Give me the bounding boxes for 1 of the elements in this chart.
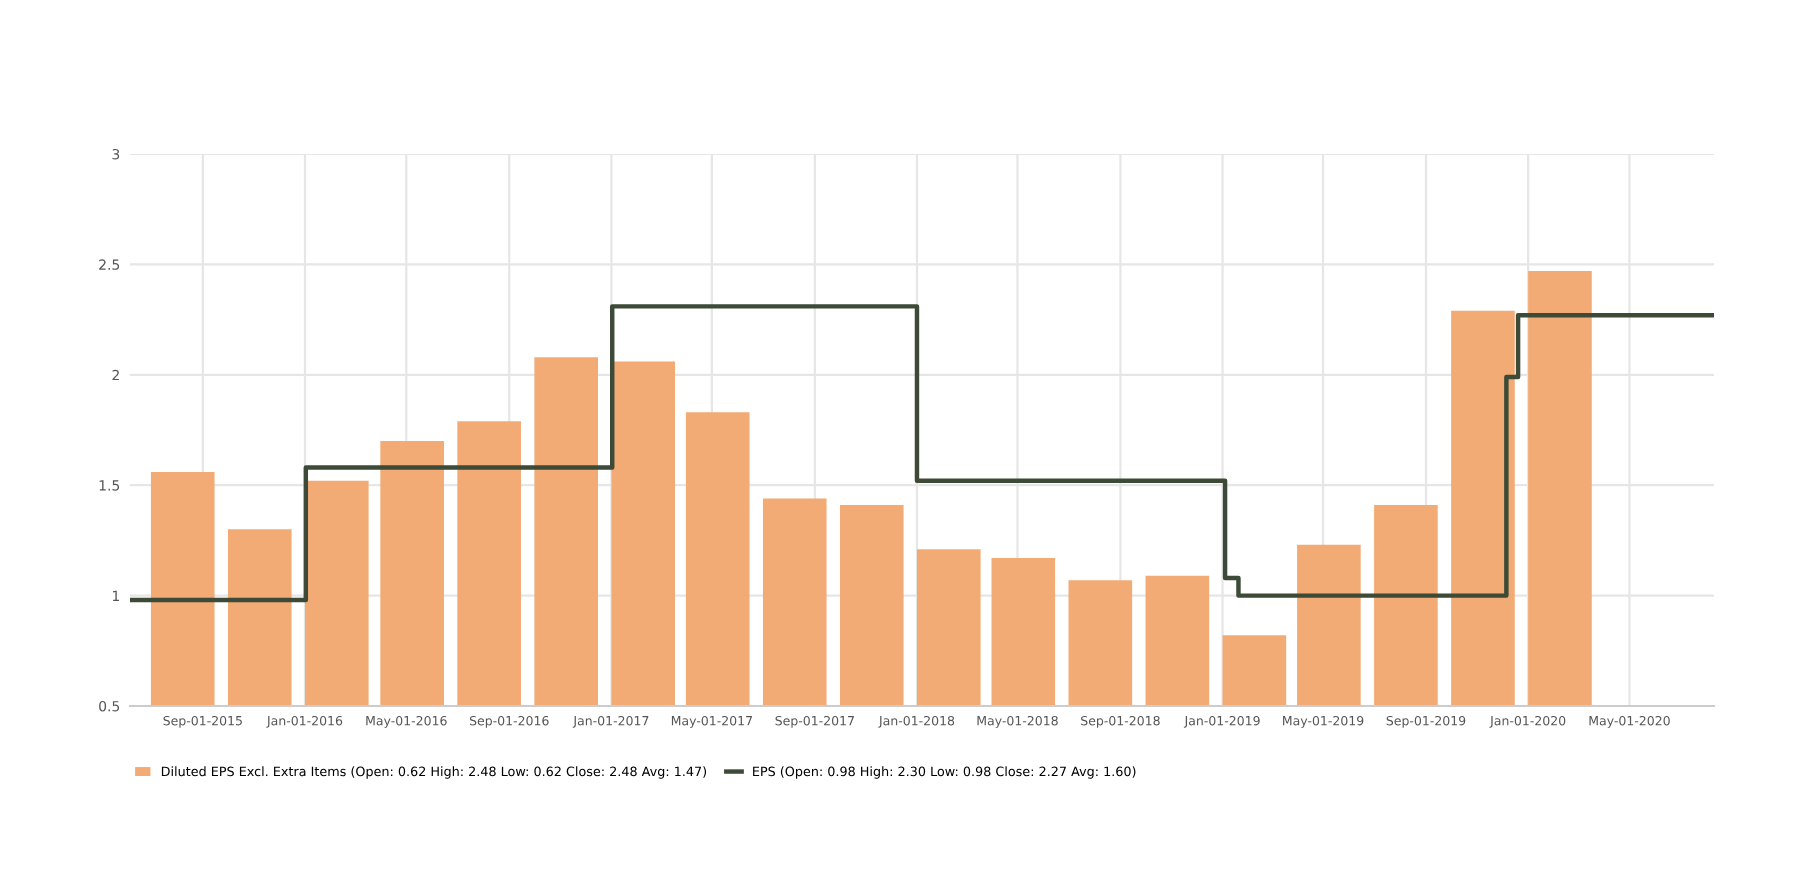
line-series bbox=[130, 304, 1714, 603]
